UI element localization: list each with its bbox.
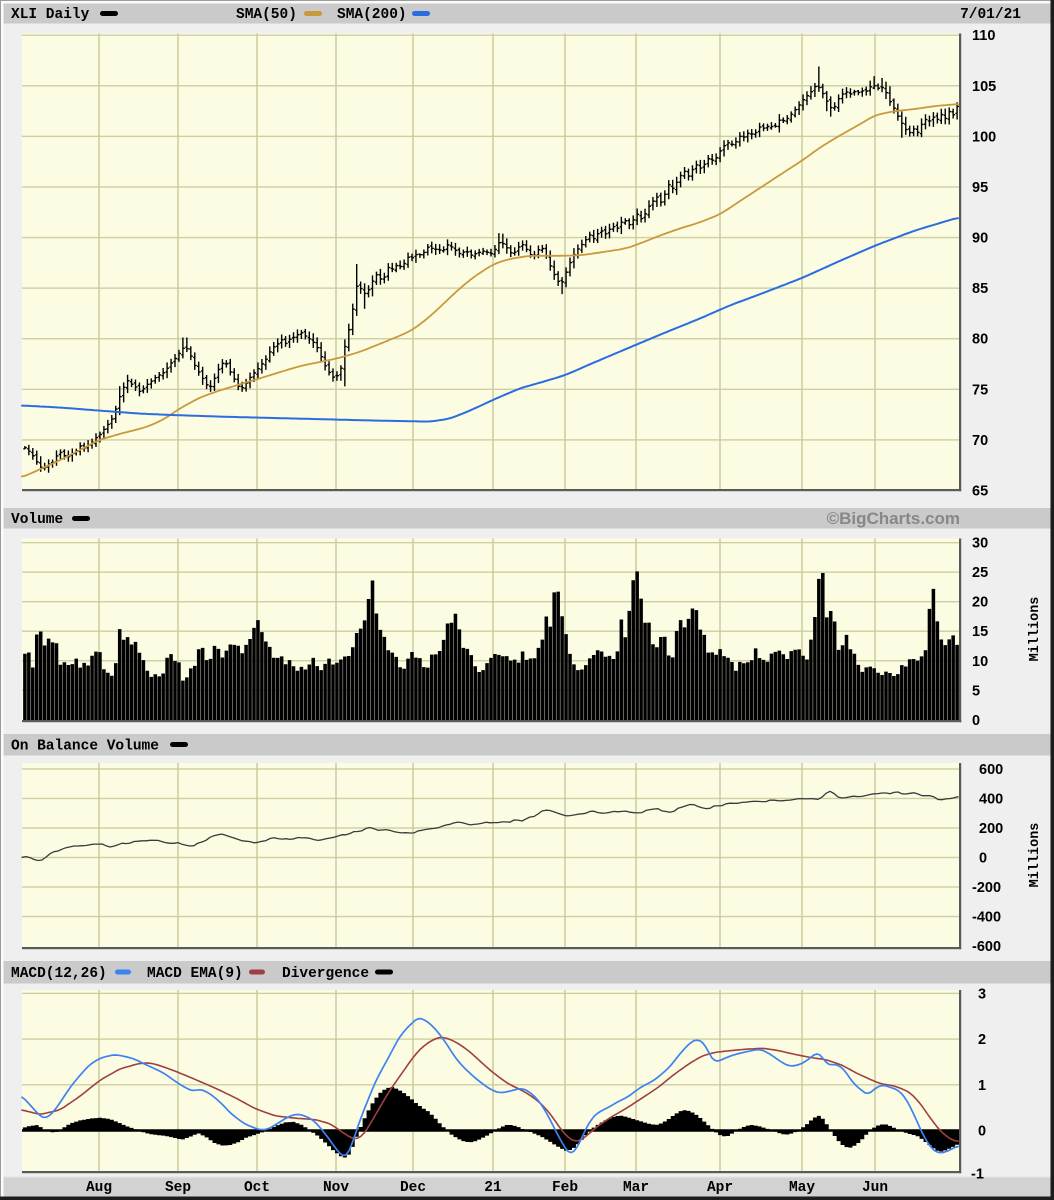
svg-text:XLI Daily: XLI Daily bbox=[11, 7, 90, 23]
svg-text:-200: -200 bbox=[972, 880, 1001, 896]
svg-text:Sep: Sep bbox=[165, 1180, 191, 1196]
svg-text:95: 95 bbox=[972, 180, 988, 196]
svg-text:70: 70 bbox=[972, 433, 988, 449]
svg-text:Divergence: Divergence bbox=[282, 966, 369, 982]
svg-text:85: 85 bbox=[972, 281, 988, 297]
svg-text:65: 65 bbox=[972, 484, 988, 500]
svg-text:Mar: Mar bbox=[623, 1180, 649, 1196]
svg-text:100: 100 bbox=[972, 129, 996, 145]
svg-text:On Balance Volume: On Balance Volume bbox=[11, 739, 159, 755]
svg-text:200: 200 bbox=[979, 821, 1003, 837]
svg-text:90: 90 bbox=[972, 231, 988, 247]
svg-text:Aug: Aug bbox=[86, 1180, 112, 1196]
svg-text:May: May bbox=[789, 1180, 815, 1196]
svg-text:Jun: Jun bbox=[862, 1180, 888, 1196]
svg-text:600: 600 bbox=[979, 762, 1003, 778]
svg-text:2: 2 bbox=[978, 1032, 986, 1048]
svg-text:Millions: Millions bbox=[1028, 823, 1043, 888]
svg-text:Volume: Volume bbox=[11, 512, 63, 528]
svg-text:1: 1 bbox=[978, 1078, 986, 1094]
svg-text:Nov: Nov bbox=[323, 1180, 349, 1196]
svg-text:25: 25 bbox=[972, 565, 988, 581]
svg-text:Apr: Apr bbox=[707, 1180, 733, 1196]
svg-text:0: 0 bbox=[978, 1124, 986, 1140]
svg-text:400: 400 bbox=[979, 791, 1003, 807]
svg-text:80: 80 bbox=[972, 332, 988, 348]
svg-text:3: 3 bbox=[978, 986, 986, 1002]
svg-text:Oct: Oct bbox=[244, 1180, 270, 1196]
svg-text:5: 5 bbox=[972, 683, 980, 699]
svg-text:Feb: Feb bbox=[552, 1180, 578, 1196]
svg-text:20: 20 bbox=[972, 595, 988, 611]
svg-text:7/01/21: 7/01/21 bbox=[960, 7, 1021, 23]
svg-text:SMA(200): SMA(200) bbox=[337, 7, 407, 23]
svg-text:10: 10 bbox=[972, 654, 988, 670]
svg-text:©BigCharts.com: ©BigCharts.com bbox=[827, 509, 960, 528]
svg-text:Millions: Millions bbox=[1028, 597, 1043, 662]
svg-text:75: 75 bbox=[972, 382, 988, 398]
svg-text:0: 0 bbox=[979, 851, 987, 867]
svg-text:105: 105 bbox=[972, 79, 996, 95]
svg-text:MACD EMA(9): MACD EMA(9) bbox=[147, 966, 243, 982]
svg-text:110: 110 bbox=[972, 28, 995, 44]
svg-text:-600: -600 bbox=[972, 939, 1001, 955]
svg-text:Dec: Dec bbox=[400, 1180, 426, 1196]
svg-text:SMA(50): SMA(50) bbox=[236, 7, 297, 23]
svg-text:-1: -1 bbox=[971, 1167, 984, 1183]
svg-text:15: 15 bbox=[972, 624, 988, 640]
svg-text:30: 30 bbox=[972, 536, 988, 552]
svg-text:0: 0 bbox=[972, 713, 980, 729]
svg-text:-400: -400 bbox=[972, 910, 1001, 926]
svg-text:MACD(12,26): MACD(12,26) bbox=[11, 966, 107, 982]
svg-text:21: 21 bbox=[484, 1180, 502, 1196]
